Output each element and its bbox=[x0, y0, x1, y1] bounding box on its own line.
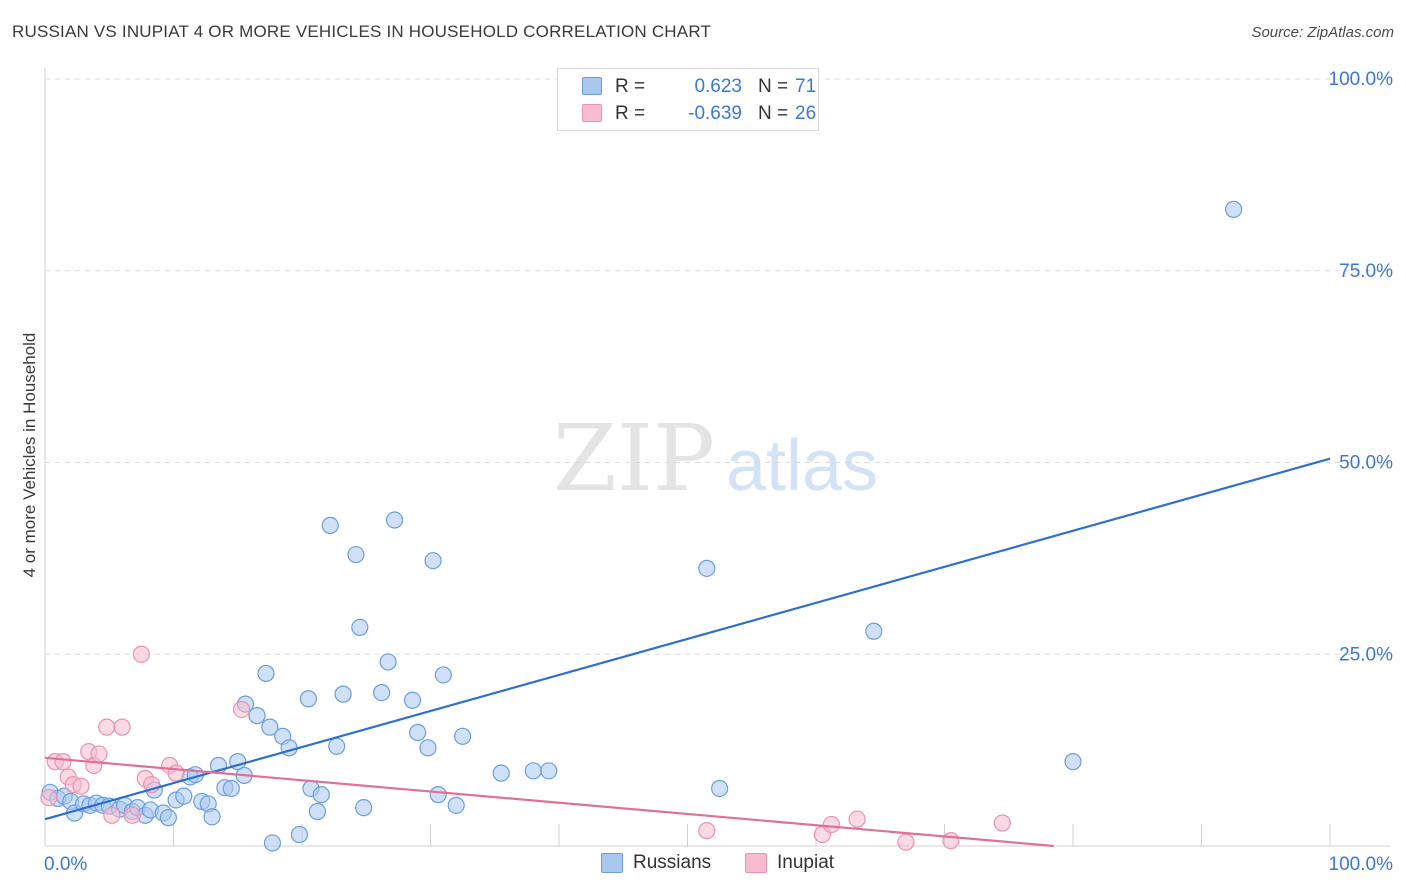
legend-n-value: 26 bbox=[795, 103, 817, 124]
russians-point bbox=[334, 685, 352, 703]
russians-point bbox=[524, 762, 542, 780]
russians-point bbox=[454, 727, 472, 745]
points-layer bbox=[40, 200, 1243, 852]
inupiat-point bbox=[72, 777, 90, 795]
grid-layer bbox=[44, 68, 1390, 847]
trend-layer bbox=[44, 457, 1331, 848]
russians-point bbox=[373, 683, 391, 702]
inupiat-trend-line bbox=[44, 756, 1054, 848]
russians-point bbox=[347, 545, 365, 564]
russians-point bbox=[424, 552, 442, 570]
inupiat-point bbox=[233, 700, 251, 719]
russians-point bbox=[203, 808, 221, 826]
x-tick-label: 0.0% bbox=[44, 854, 87, 875]
legend-r-label: R = bbox=[615, 103, 646, 124]
russians-point bbox=[865, 622, 883, 640]
bottom-legend-swatch-inupiat bbox=[745, 853, 767, 873]
inupiat-point bbox=[123, 806, 141, 824]
ticks-layer: 25.0% 50.0% 75.0% 100.0% 0.0% 100.0% bbox=[44, 69, 1393, 875]
inupiat-point bbox=[98, 718, 116, 736]
inupiat-point bbox=[90, 745, 108, 763]
russians-point bbox=[540, 762, 558, 780]
russians-point bbox=[280, 739, 298, 757]
inupiat-point bbox=[167, 764, 185, 782]
russians-trend-line bbox=[44, 457, 1331, 821]
y-tick-label: 100.0% bbox=[1329, 69, 1394, 90]
russians-point bbox=[434, 666, 452, 684]
russians-point bbox=[355, 799, 373, 817]
russians-point bbox=[159, 809, 177, 827]
inupiat-point bbox=[993, 814, 1011, 832]
legend-n-label: N = bbox=[758, 76, 789, 97]
legend-r-value: -0.639 bbox=[688, 103, 742, 124]
legend-swatch-inupiat bbox=[582, 104, 602, 122]
watermark: ZIP atlas bbox=[553, 405, 878, 512]
y-tick-label: 50.0% bbox=[1339, 453, 1393, 474]
legend-r-label: R = bbox=[615, 76, 646, 97]
russians-point bbox=[290, 825, 309, 844]
russians-point bbox=[175, 787, 193, 805]
watermark-atlas: atlas bbox=[726, 426, 878, 506]
russians-point bbox=[321, 516, 339, 534]
russians-point bbox=[261, 718, 279, 736]
russians-point bbox=[308, 802, 327, 821]
russians-point bbox=[447, 796, 465, 814]
inupiat-point bbox=[132, 645, 150, 663]
inupiat-point bbox=[40, 789, 58, 807]
chart-title: RUSSIAN VS INUPIAT 4 OR MORE VEHICLES IN… bbox=[12, 22, 712, 41]
russians-point bbox=[263, 834, 282, 852]
inupiat-point bbox=[103, 806, 121, 824]
russians-point bbox=[1225, 200, 1243, 218]
inupiat-point bbox=[822, 815, 841, 834]
source-label: Source: ZipAtlas.com bbox=[1251, 24, 1394, 41]
russians-point bbox=[379, 653, 397, 671]
russians-point bbox=[419, 739, 437, 757]
russians-point bbox=[711, 779, 729, 798]
y-tick-label: 25.0% bbox=[1339, 644, 1393, 665]
russians-point bbox=[257, 664, 275, 683]
inupiat-point bbox=[848, 810, 866, 828]
inupiat-point bbox=[54, 753, 72, 771]
russians-point bbox=[409, 723, 427, 742]
russians-point bbox=[698, 559, 716, 577]
russians-point bbox=[429, 786, 447, 804]
legend-n-value: 71 bbox=[795, 76, 817, 97]
russians-point bbox=[1064, 753, 1082, 771]
russians-point bbox=[248, 707, 266, 725]
inupiat-point bbox=[942, 832, 960, 850]
russians-point bbox=[351, 618, 369, 637]
inupiat-point bbox=[113, 718, 131, 736]
x-tick-label: 100.0% bbox=[1329, 854, 1394, 875]
russians-point bbox=[403, 691, 422, 709]
russians-point bbox=[222, 779, 240, 798]
watermark-zip: ZIP bbox=[553, 405, 715, 512]
bottom-legend-label-russians: Russians bbox=[633, 852, 712, 873]
correlation-legend: R = 0.623 N = 71 R = -0.639 N = 26 bbox=[557, 68, 819, 131]
legend-swatch-russians bbox=[582, 77, 602, 95]
legend-n-label: N = bbox=[758, 103, 789, 124]
inupiat-point bbox=[897, 833, 915, 851]
bottom-legend-swatch-russians bbox=[601, 853, 623, 873]
russians-point bbox=[385, 511, 404, 529]
y-tick-label: 75.0% bbox=[1339, 261, 1393, 282]
inupiat-point bbox=[698, 822, 716, 840]
russians-point bbox=[312, 786, 330, 804]
bottom-legend-label-inupiat: Inupiat bbox=[777, 852, 835, 873]
russians-point bbox=[492, 764, 510, 782]
russians-point bbox=[299, 690, 318, 708]
legend-r-value: 0.623 bbox=[694, 76, 742, 97]
russians-point bbox=[328, 737, 346, 755]
